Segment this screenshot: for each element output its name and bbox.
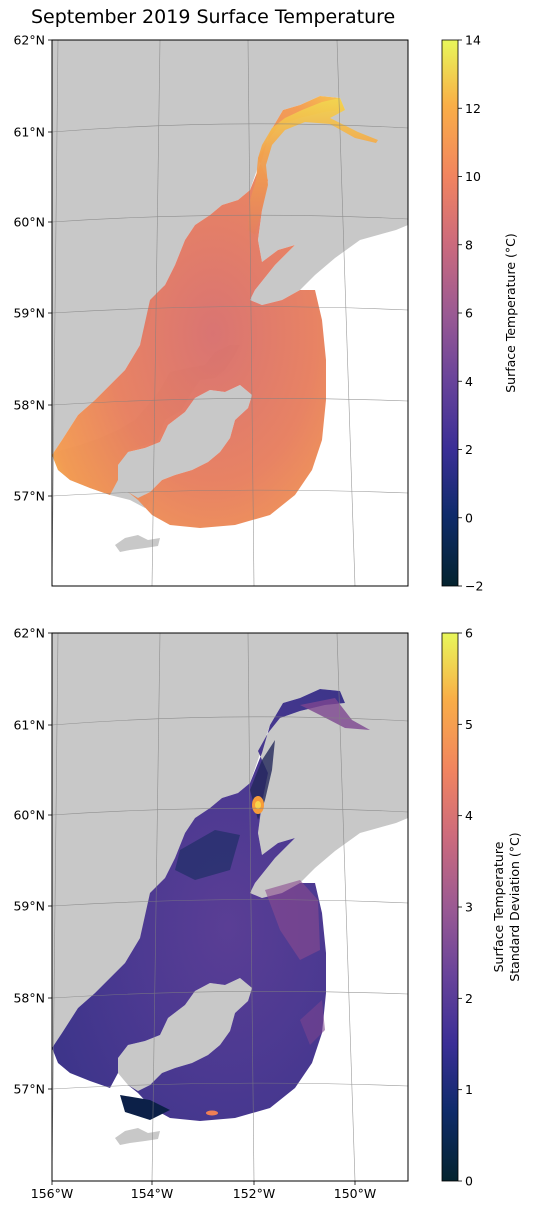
colorbar: 14 12 10 8 6 4 2 0 −2 Surface Temperature (°C) bbox=[441, 33, 518, 594]
land-island bbox=[118, 978, 252, 1091]
lat-tick-label: 61°N bbox=[13, 718, 45, 733]
graticule bbox=[52, 633, 408, 1181]
colorbar-tick-label: 12 bbox=[465, 101, 481, 116]
colorbar-tick-label: 4 bbox=[465, 374, 473, 389]
mean-temperature-map: 62°N 61°N 60°N 59°N 58°N 57°N 14 12 10 8 6 4 2 0 −2 S… bbox=[13, 33, 518, 594]
colorbar: 6 5 4 3 2 1 0 Surface Temperature Standard Dev… bbox=[441, 626, 522, 1189]
lat-tick-label: 62°N bbox=[13, 33, 45, 48]
lon-tick-label: 156°W bbox=[31, 1186, 73, 1201]
colorbar-tick-label: 8 bbox=[465, 237, 473, 252]
colorbar-tick-label: 14 bbox=[465, 33, 481, 48]
colorbar-tick-label: −2 bbox=[465, 579, 483, 594]
colorbar-tick-label: 1 bbox=[465, 1082, 473, 1097]
land-mass bbox=[52, 633, 408, 1048]
lon-tick-label: 152°W bbox=[233, 1186, 275, 1201]
colorbar-label: Surface Temperature bbox=[491, 841, 506, 972]
colorbar-tick-label: 4 bbox=[465, 808, 473, 823]
std-deviation-map: 62°N 61°N 60°N 59°N 58°N 57°N 156°W 154°W 152°W… bbox=[13, 626, 522, 1202]
land-mass bbox=[52, 40, 408, 455]
lat-tick-label: 61°N bbox=[13, 125, 45, 140]
colorbar-tick-label: 6 bbox=[465, 306, 473, 321]
land-island bbox=[118, 385, 252, 498]
lat-tick-label: 62°N bbox=[13, 626, 45, 641]
lat-tick-label: 60°N bbox=[13, 215, 45, 230]
graticule bbox=[52, 40, 408, 586]
lat-tick-label: 57°N bbox=[13, 489, 45, 504]
lat-tick-label: 57°N bbox=[13, 1082, 45, 1097]
colorbar-tick-label: 0 bbox=[465, 1174, 473, 1189]
lat-tick-label: 59°N bbox=[13, 899, 45, 914]
temperature-field bbox=[52, 96, 345, 528]
colorbar-tick-label: 6 bbox=[465, 626, 473, 641]
upper-inlet-warm bbox=[248, 98, 378, 235]
std-field bbox=[52, 689, 345, 1121]
colorbar-tick-label: 0 bbox=[465, 510, 473, 525]
axes-frame bbox=[51, 632, 409, 1182]
lat-tick-label: 58°N bbox=[13, 991, 45, 1006]
small-islands bbox=[115, 535, 160, 552]
lon-tick-label: 154°W bbox=[131, 1186, 173, 1201]
colorbar-tick-label: 5 bbox=[465, 717, 473, 732]
lat-tick-label: 59°N bbox=[13, 306, 45, 321]
lat-tick-label: 58°N bbox=[13, 398, 45, 413]
lon-tick-label: 150°W bbox=[334, 1186, 376, 1201]
colorbar-ticks: 14 12 10 8 6 4 2 0 −2 bbox=[458, 33, 483, 594]
colorbar-ticks: 6 5 4 3 2 1 0 bbox=[458, 626, 473, 1189]
colorbar-label-line2: Standard Deviation (°C) bbox=[507, 832, 522, 981]
small-islands bbox=[115, 1128, 160, 1145]
colorbar-tick-label: 3 bbox=[465, 900, 473, 915]
lat-tick-label: 60°N bbox=[13, 808, 45, 823]
latitude-tick-labels: 62°N 61°N 60°N 59°N 58°N 57°N bbox=[13, 33, 52, 504]
colorbar-tick-label: 2 bbox=[465, 991, 473, 1006]
colorbar-tick-label: 2 bbox=[465, 442, 473, 457]
colorbar-ramp bbox=[441, 632, 459, 1182]
colorbar-tick-label: 10 bbox=[465, 169, 481, 184]
figure-title: September 2019 Surface Temperature bbox=[31, 6, 396, 28]
longitude-tick-labels: 156°W 154°W 152°W 150°W bbox=[31, 1181, 376, 1201]
latitude-tick-labels: 62°N 61°N 60°N 59°N 58°N 57°N bbox=[13, 626, 52, 1097]
colorbar-ramp bbox=[441, 39, 459, 587]
colorbar-label: Surface Temperature (°C) bbox=[503, 233, 518, 392]
